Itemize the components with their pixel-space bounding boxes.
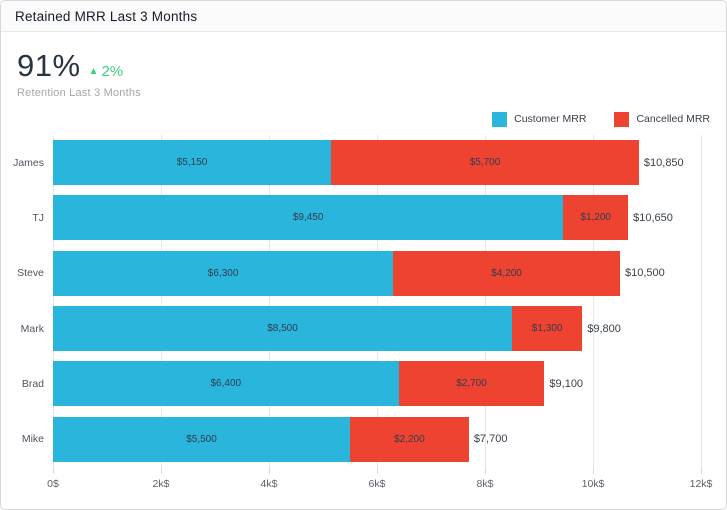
up-arrow-icon: ▲ xyxy=(88,66,99,77)
category-label: Steve xyxy=(17,267,44,280)
bar-segment-customer-mrr[interactable]: $9,450 xyxy=(53,195,564,241)
gridline xyxy=(53,135,54,467)
bar-track: $6,400 $2,700 xyxy=(53,361,701,407)
bar-track: $8,500 $1,300 xyxy=(53,306,701,352)
segment-value-label: $4,200 xyxy=(491,267,522,279)
bar-row: James $5,150 $5,700 $10,850 xyxy=(1,135,726,190)
bar-segment-customer-mrr[interactable]: $8,500 xyxy=(53,306,512,352)
segment-value-label: $1,300 xyxy=(531,323,563,335)
category-label: TJ xyxy=(32,211,44,224)
x-tick-label: 10k$ xyxy=(581,478,605,490)
legend-swatch-icon xyxy=(492,111,508,127)
bar-track: $9,450 $1,200 xyxy=(53,195,701,241)
gridline xyxy=(485,135,486,467)
grid-layer xyxy=(53,135,702,467)
bar-rows: James $5,150 $5,700 $10,850 TJ $9,450 $1,200 $1… xyxy=(1,135,726,467)
tick-mark xyxy=(485,467,486,474)
total-value-label: $7,700 xyxy=(473,433,508,446)
kpi-delta: ▲ 2% xyxy=(89,63,124,80)
bar-segment-cancelled-mrr[interactable]: $2,700 xyxy=(398,361,545,407)
kpi-subtitle: Retention Last 3 Months xyxy=(17,87,141,99)
gridline xyxy=(701,135,702,467)
tick-mark xyxy=(161,467,162,474)
bar-row: Steve $6,300 $4,200 $10,500 xyxy=(1,246,726,301)
total-value-label: $10,500 xyxy=(625,267,665,280)
category-label: Brad xyxy=(21,377,44,390)
bar-track: $5,150 $5,700 xyxy=(53,140,701,186)
legend-label: Cancelled MRR xyxy=(636,113,710,125)
bar-row: TJ $9,450 $1,200 $10,650 xyxy=(1,190,726,245)
bar-track: $5,500 $2,200 xyxy=(53,416,701,462)
segment-value-label: $9,450 xyxy=(292,212,324,224)
gridline xyxy=(377,135,378,467)
total-value-label: $10,850 xyxy=(643,156,684,169)
kpi-value: 91% xyxy=(17,48,81,83)
kpi-block: 91% ▲ 2% Retention Last 3 Months xyxy=(17,48,726,99)
segment-value-label: $1,200 xyxy=(580,212,611,224)
segment-value-label: $8,500 xyxy=(267,323,298,335)
x-tick-label: 0$ xyxy=(47,478,59,490)
legend-label: Customer MRR xyxy=(514,113,587,125)
category-label: Mike xyxy=(21,433,44,446)
bar-segment-cancelled-mrr[interactable]: $1,200 xyxy=(563,195,629,241)
legend-item[interactable]: Customer MRR xyxy=(492,111,587,127)
legend-swatch-icon xyxy=(614,111,630,127)
tick-mark xyxy=(701,467,702,474)
segment-value-label: $6,300 xyxy=(207,267,239,279)
gridline xyxy=(269,135,270,467)
total-value-label: $10,650 xyxy=(633,211,673,224)
segment-value-label: $2,700 xyxy=(456,378,487,390)
stacked-bar-chart: James $5,150 $5,700 $10,850 TJ $9,450 $1,200 $1… xyxy=(1,135,726,497)
card-header: Retained MRR Last 3 Months xyxy=(1,1,726,32)
bar-segment-cancelled-mrr[interactable]: $5,700 xyxy=(331,140,639,186)
bar-row: Mark $8,500 $1,300 $9,800 xyxy=(1,301,726,356)
x-tick-label: 4k$ xyxy=(260,478,278,490)
category-label: James xyxy=(13,156,44,169)
x-axis: 0$ 2k$ 4k$ 6k$ 8k$ 10k$ 12k$ xyxy=(47,467,712,497)
bar-segment-customer-mrr[interactable]: $5,500 xyxy=(53,416,350,462)
bar-segment-customer-mrr[interactable]: $6,400 xyxy=(53,361,399,407)
segment-value-label: $5,150 xyxy=(176,157,208,169)
x-tick-label: 2k$ xyxy=(152,478,170,490)
card-title: Retained MRR Last 3 Months xyxy=(15,8,198,24)
x-tick-label: 6k$ xyxy=(368,478,386,490)
total-value-label: $9,800 xyxy=(587,322,621,335)
legend-item[interactable]: Cancelled MRR xyxy=(614,111,710,127)
kpi-delta-value: 2% xyxy=(101,63,124,80)
tick-mark xyxy=(269,467,270,474)
segment-value-label: $5,500 xyxy=(186,433,217,445)
segment-value-label: $5,700 xyxy=(469,157,501,169)
x-tick-label: 12k$ xyxy=(689,478,713,490)
tick-mark xyxy=(377,467,378,474)
x-tick-label: 8k$ xyxy=(476,478,494,490)
gridline xyxy=(593,135,594,467)
chart-legend: Customer MRR Cancelled MRR xyxy=(1,111,710,127)
total-value-label: $9,100 xyxy=(549,377,584,390)
bar-segment-cancelled-mrr[interactable]: $4,200 xyxy=(393,250,620,296)
segment-value-label: $6,400 xyxy=(210,378,242,390)
segment-value-label: $2,200 xyxy=(394,433,425,445)
tick-mark xyxy=(53,467,54,474)
bar-track: $6,300 $4,200 xyxy=(53,250,701,296)
bar-segment-cancelled-mrr[interactable]: $1,300 xyxy=(512,306,583,352)
bar-segment-cancelled-mrr[interactable]: $2,200 xyxy=(350,416,469,462)
bar-segment-customer-mrr[interactable]: $6,300 xyxy=(53,250,394,296)
bar-row: Brad $6,400 $2,700 $9,100 xyxy=(1,356,726,411)
bar-segment-customer-mrr[interactable]: $5,150 xyxy=(53,140,332,186)
bar-row: Mike $5,500 $2,200 $7,700 xyxy=(1,412,726,467)
tick-mark xyxy=(593,467,594,474)
gridline xyxy=(161,135,162,467)
category-label: Mark xyxy=(20,322,44,335)
